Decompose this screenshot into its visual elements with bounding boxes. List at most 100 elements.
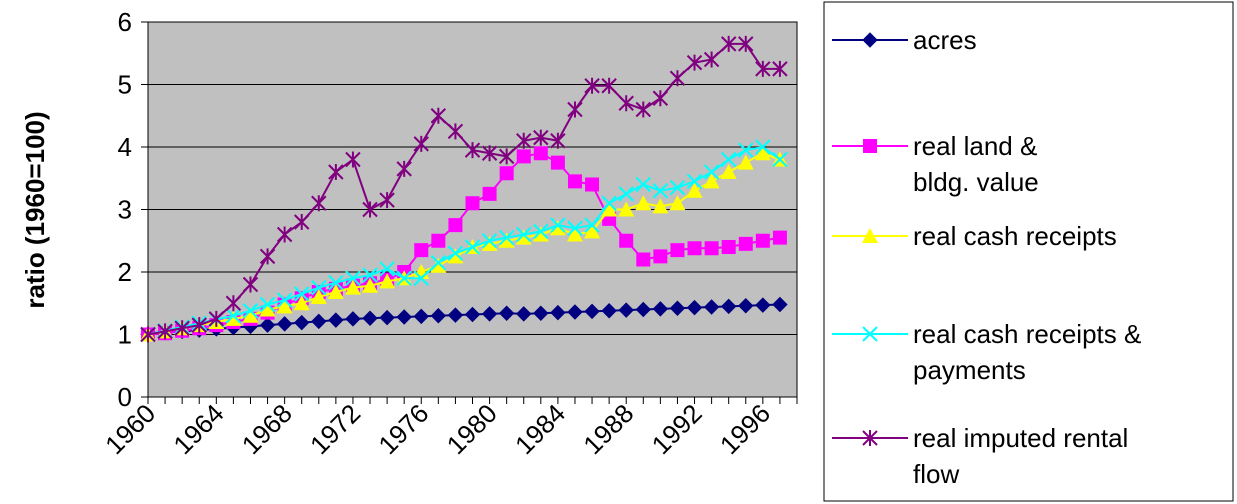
data-point xyxy=(652,90,669,107)
data-point xyxy=(533,146,548,161)
grid-lines xyxy=(148,84,797,335)
data-point xyxy=(498,232,515,248)
data-point xyxy=(720,35,737,52)
data-point xyxy=(464,306,481,323)
y-tick-label: 0 xyxy=(118,382,132,412)
data-point xyxy=(328,274,344,291)
data-point xyxy=(516,306,532,322)
data-point xyxy=(482,186,497,201)
data-point xyxy=(396,160,412,177)
data-point xyxy=(516,149,531,164)
data-point xyxy=(686,182,703,198)
data-point xyxy=(498,148,515,165)
data-point xyxy=(481,306,498,322)
legend-label: real imputed rental flow xyxy=(913,423,1128,489)
data-point xyxy=(670,243,685,258)
data-point xyxy=(430,107,447,124)
data-point xyxy=(772,296,788,313)
data-point xyxy=(703,299,720,315)
data-point xyxy=(601,201,618,217)
y-tick-label: 1 xyxy=(118,320,132,350)
data-point xyxy=(379,309,395,326)
data-point xyxy=(669,70,686,87)
x-tick-label: 1960 xyxy=(99,398,161,460)
data-point xyxy=(772,60,788,77)
data-point xyxy=(481,235,498,251)
data-point xyxy=(362,277,379,293)
legend-label-line: acres xyxy=(913,25,977,55)
data-point xyxy=(310,289,327,304)
data-point xyxy=(276,316,293,332)
legend-label: real cash receipts & payments xyxy=(913,319,1141,385)
data-point xyxy=(225,295,242,312)
data-point xyxy=(567,101,583,118)
data-point xyxy=(327,284,344,299)
data-point xyxy=(862,326,878,342)
data-point xyxy=(413,135,429,152)
x-axis: 1960 1964 1968 1972 1976 1980 1984 1988 1992 1996 xyxy=(99,397,798,460)
legend: acres real land & bldg. value real cash rec… xyxy=(832,25,1141,489)
data-point xyxy=(447,245,464,261)
data-point xyxy=(345,151,361,168)
legend-item: acres xyxy=(832,25,977,55)
data-point xyxy=(157,323,173,340)
x-tick-label: 1980 xyxy=(441,398,503,460)
data-point xyxy=(755,297,771,313)
data-point xyxy=(653,249,668,264)
data-point xyxy=(362,310,378,326)
legend-label-line: flow xyxy=(913,459,959,489)
data-point xyxy=(567,220,583,236)
data-point xyxy=(687,241,702,256)
data-point xyxy=(618,302,634,318)
data-point xyxy=(311,279,327,296)
data-point xyxy=(755,60,771,77)
x-tick-label: 1984 xyxy=(509,398,571,460)
data-point xyxy=(601,303,617,319)
data-point xyxy=(396,309,412,325)
data-point xyxy=(191,317,207,334)
data-point xyxy=(344,279,361,295)
x-tick-label: 1964 xyxy=(167,398,229,460)
data-point xyxy=(413,308,429,325)
data-point xyxy=(516,132,532,149)
data-point xyxy=(431,233,446,248)
y-tick-label: 4 xyxy=(118,132,132,162)
legend-label-line: payments xyxy=(913,355,1026,385)
data-point xyxy=(686,173,703,190)
legend-item: real imputed rental flow xyxy=(832,423,1128,489)
x-tick-label: 1968 xyxy=(236,398,298,460)
data-point xyxy=(533,223,549,240)
data-point xyxy=(601,77,617,94)
y-tick-label: 3 xyxy=(118,195,132,225)
data-point xyxy=(259,301,276,317)
data-point xyxy=(720,298,737,315)
data-point xyxy=(447,248,464,264)
data-point xyxy=(140,326,156,343)
data-point xyxy=(738,298,754,314)
data-point xyxy=(567,304,583,320)
data-point xyxy=(481,145,498,162)
data-point xyxy=(772,230,787,245)
data-point xyxy=(618,186,634,202)
data-point xyxy=(669,300,686,316)
data-point xyxy=(498,305,515,321)
data-point xyxy=(276,292,293,308)
data-point xyxy=(550,155,565,170)
data-point xyxy=(447,307,464,323)
series-layer xyxy=(140,35,788,343)
x-tick-label: 1976 xyxy=(372,398,434,460)
data-point xyxy=(862,32,878,48)
data-point xyxy=(430,254,447,271)
y-axis-title: ratio (1960=100) xyxy=(20,111,50,308)
data-point xyxy=(549,220,566,236)
data-point xyxy=(635,101,651,118)
data-point xyxy=(686,54,703,71)
data-point xyxy=(585,177,600,192)
data-point xyxy=(652,183,669,199)
data-point xyxy=(772,151,788,168)
data-point xyxy=(447,123,464,140)
legend-label: real land & bldg. value xyxy=(913,131,1039,197)
data-point xyxy=(584,217,600,233)
data-point xyxy=(379,273,396,289)
data-point xyxy=(755,233,770,248)
